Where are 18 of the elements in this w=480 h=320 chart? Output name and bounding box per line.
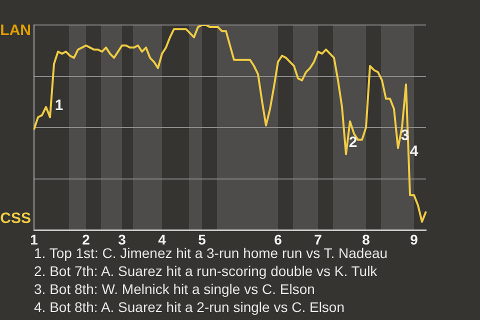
annotation: 4 bbox=[410, 143, 419, 160]
x-tick-label: 9 bbox=[410, 231, 418, 248]
annotation: 1 bbox=[54, 97, 64, 114]
x-tick-label: 3 bbox=[118, 231, 126, 248]
x-tick-label: 6 bbox=[274, 231, 282, 248]
text: 3. Bot 8th: W. Melnick hit a single vs C. Elson bbox=[34, 280, 316, 298]
text: CSS bbox=[0, 210, 31, 228]
x-tick-label: 1 bbox=[30, 231, 38, 248]
annotation: 2 bbox=[348, 134, 358, 152]
x-tick-label: 2 bbox=[82, 231, 90, 248]
text: 2. Bot 7th: A. Suarez hit a run-scoring double vs K. Tulk bbox=[34, 262, 378, 280]
x-tick-label: 8 bbox=[362, 231, 370, 248]
x-tick-label: 7 bbox=[314, 231, 322, 248]
text: 1. Top 1st: C. Jimenez hit a 3-run home run vs T. Nadeau bbox=[34, 245, 388, 262]
x-tick-label: 4 bbox=[158, 231, 166, 248]
x-tick-label: 5 bbox=[198, 231, 206, 248]
text: 4. Bot 8th: A. Suarez hit a 2-run single vs C. Elson bbox=[34, 298, 346, 316]
text: LAN bbox=[0, 22, 31, 40]
